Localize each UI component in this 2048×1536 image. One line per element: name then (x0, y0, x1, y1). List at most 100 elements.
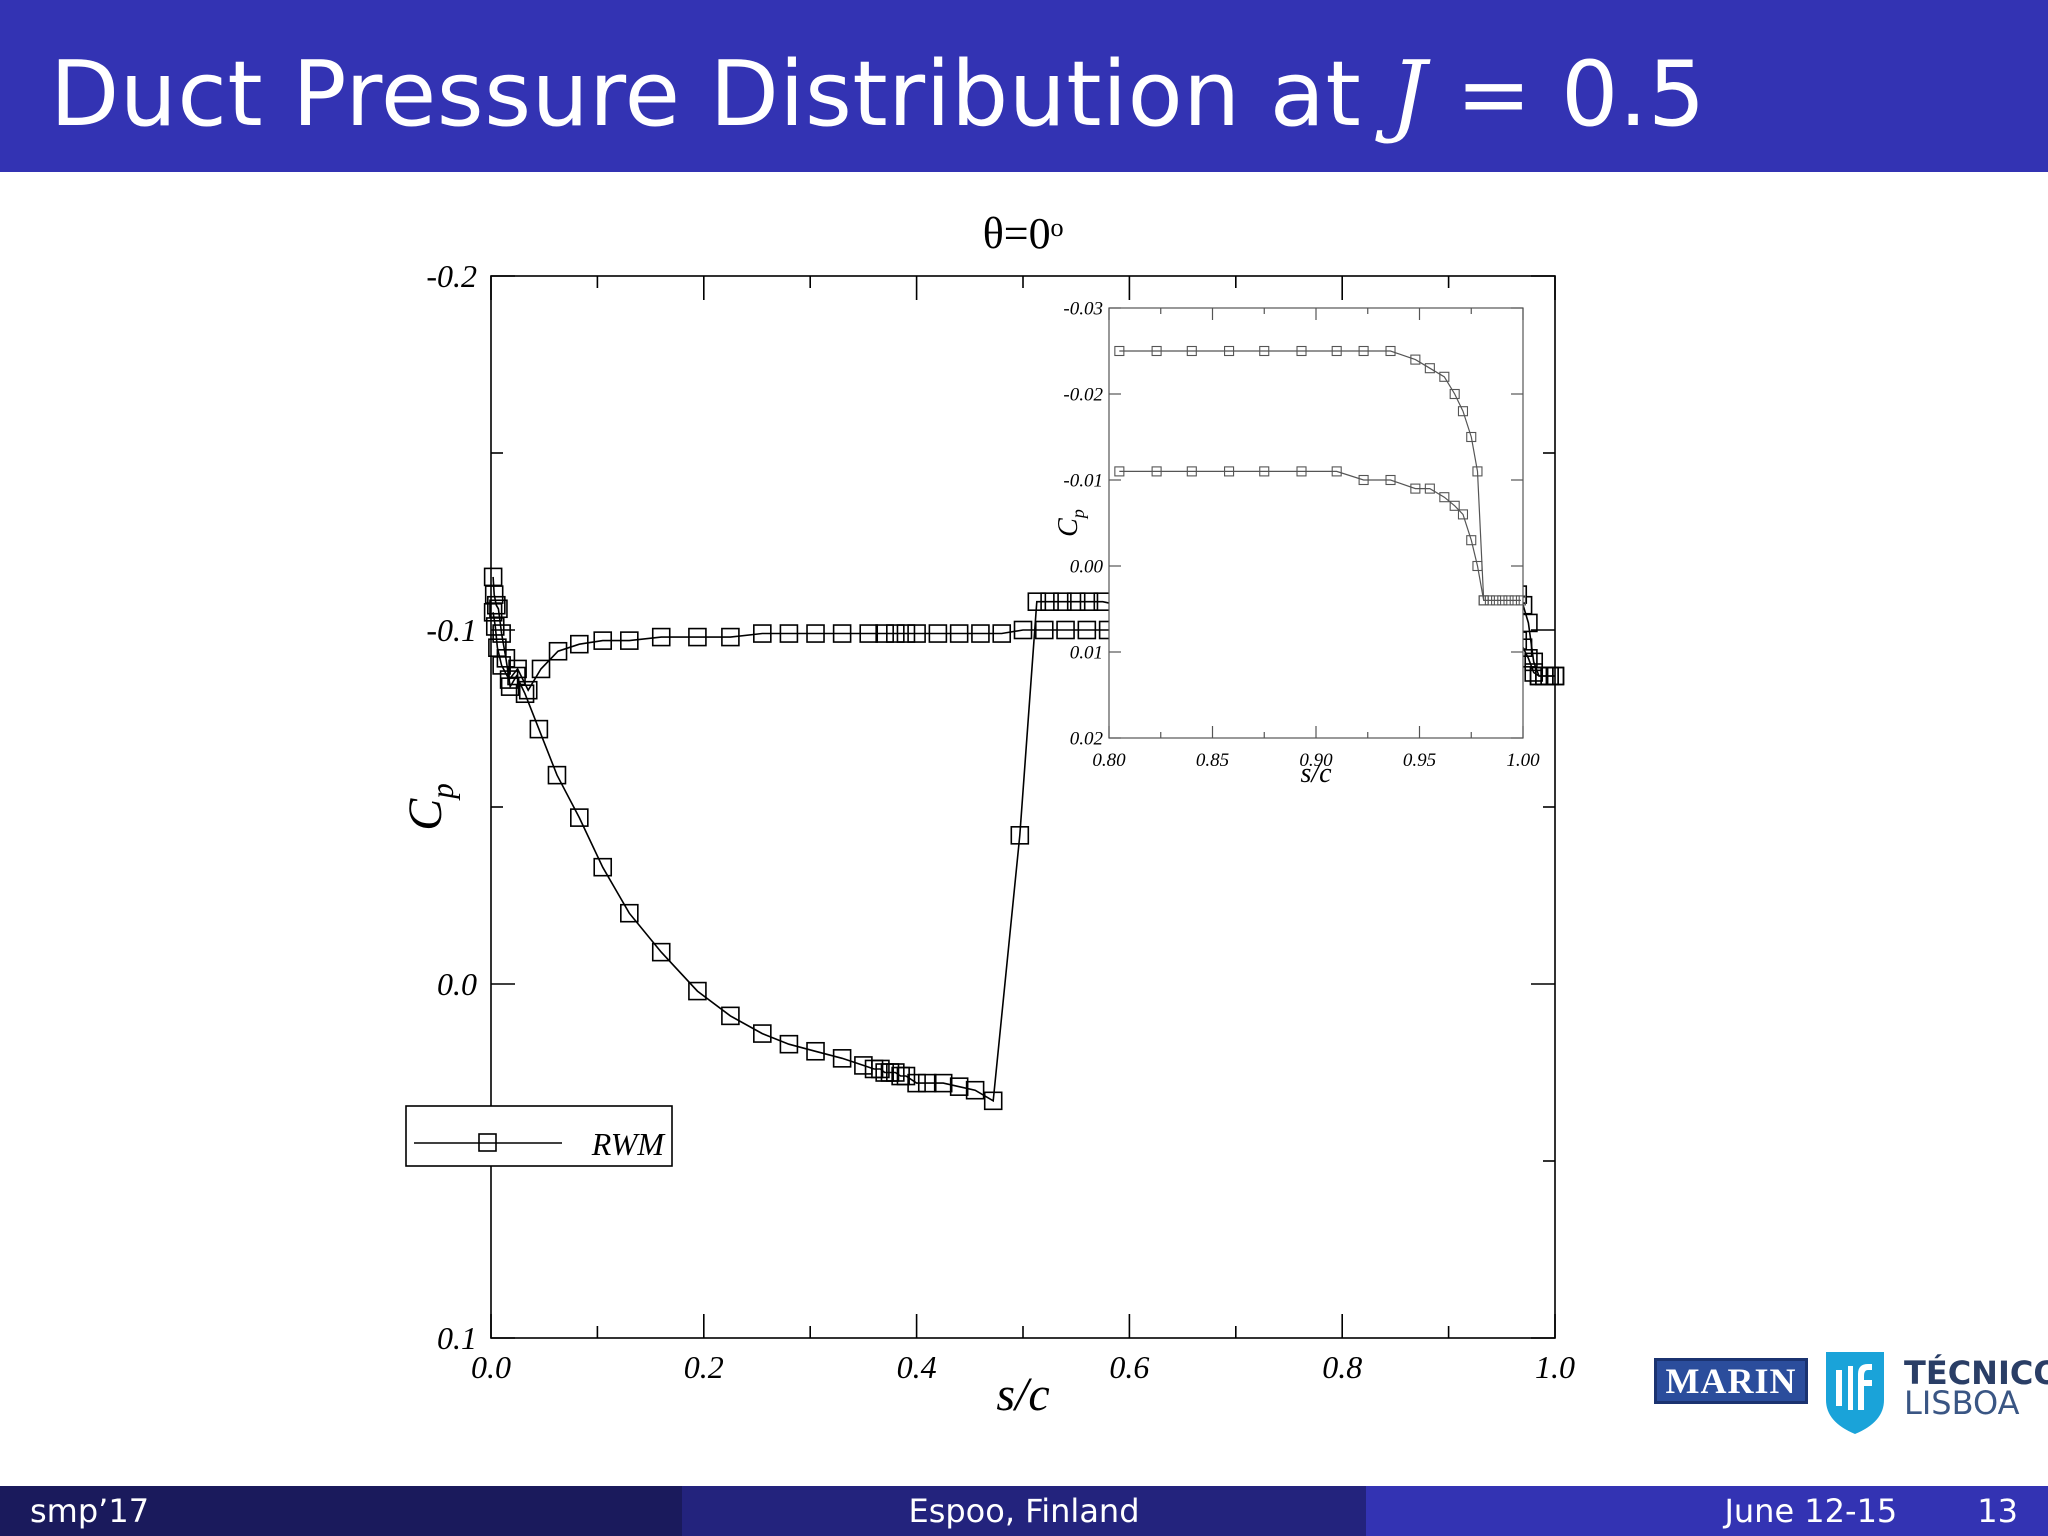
inset-series-0-pressure-side-marker (1503, 595, 1514, 606)
footer-location: Espoo, Finland (682, 1486, 1366, 1536)
series-0-suction-side-marker (620, 631, 639, 650)
inset-y-tick-label: -0.02 (1063, 385, 1103, 406)
inset-series-0-pressure-side-marker (1424, 483, 1435, 494)
inset-y-tick-label: 0.01 (1070, 643, 1103, 664)
series-0-suction-side-marker (1524, 663, 1544, 682)
inset-x-tick-label: 0.85 (1196, 750, 1229, 771)
inset-series-1-pressure-side-marker (1296, 345, 1307, 357)
footer-conference: smp’17 (0, 1486, 682, 1536)
series-0-suction-side-marker (1077, 620, 1097, 640)
inset-series-0-pressure-side-marker (1439, 492, 1450, 503)
series-0-pressure-side-marker (779, 1034, 799, 1054)
series-0-pressure-side-marker (1053, 592, 1072, 611)
tecnico-lisboa-logo: TÉCNICO LISBOA (1904, 1357, 2048, 1422)
y-tick-label: 0.0 (437, 966, 477, 1002)
inset-series-0-pressure-side-marker (1509, 595, 1520, 606)
inset-x-tick-label: 0.80 (1092, 750, 1126, 771)
series-0-pressure-side-marker (832, 1049, 852, 1068)
inset-y-tick-label: 0.00 (1070, 557, 1104, 578)
series-0-suction-side-marker (485, 617, 505, 636)
inset-series-0-pressure-side-marker (1449, 500, 1460, 511)
legend-label: RWM (591, 1126, 667, 1162)
inset-series-0-pressure-side-marker (1224, 466, 1235, 477)
inset-series-1-pressure-side-marker (1358, 345, 1369, 357)
series-0-suction-side-marker (779, 624, 799, 643)
series-0-suction-side-marker (531, 659, 551, 679)
ist-shield-icon (1826, 1352, 1884, 1434)
series-0-suction-side-marker (651, 627, 671, 647)
series-0-pressure-side-marker (949, 1077, 969, 1096)
series-0-pressure-side-marker (806, 1041, 825, 1061)
inset-series-1-pressure-side-marker (1224, 345, 1235, 357)
x-axis-title: s/c (996, 1368, 1049, 1421)
series-0-suction-side-marker (1013, 620, 1033, 640)
inset-series-0-pressure-side-marker (1385, 474, 1396, 486)
series-0-pressure-side-marker (1066, 592, 1086, 611)
y-tick-label: 0.1 (437, 1320, 477, 1356)
inset-series-1-pressure-side-line (1119, 350, 1485, 601)
inset-series-0-pressure-side-marker (1497, 595, 1508, 606)
series-0-suction-side-marker (483, 602, 503, 622)
inset-series-1-pressure-side-marker (1186, 345, 1197, 357)
series-0-pressure-side-marker (753, 1024, 772, 1043)
series-0-pressure-side-marker (886, 1063, 905, 1082)
lisboa-text: LISBOA (1904, 1384, 2020, 1422)
legend-box (405, 1105, 673, 1167)
inset-x-tick-label: 0.95 (1403, 750, 1436, 771)
inset-series-1-pressure-side-marker (1410, 354, 1421, 365)
series-0-suction-side-marker (1545, 666, 1565, 686)
inset-series-0-pressure-side-marker (1491, 595, 1502, 606)
inset-x-axis-title: s/c (1300, 758, 1332, 789)
inset-y-tick-label: 0.02 (1070, 729, 1104, 750)
title-prefix: Duct Pressure Distribution at (50, 42, 1391, 147)
marin-logo: MARIN (1654, 1358, 1808, 1404)
inset-series-1-pressure-side-marker (1457, 406, 1469, 417)
series-0-pressure-side-marker (1040, 592, 1059, 611)
inset-series-1-pressure-side-marker (1466, 431, 1477, 443)
y-tick-label: -0.2 (426, 258, 477, 294)
series-0-suction-side-marker (492, 656, 511, 675)
series-0-pressure-side-marker (651, 942, 671, 962)
logos: MARIN TÉCNICO LISBOA (1652, 1348, 2048, 1448)
inset-series-0-pressure-side-marker (1358, 474, 1369, 486)
series-0-suction-side-marker (928, 624, 948, 643)
pressure-chart: 0.0 0.2 0.4 0.6 0.8 1.0-0.2-0.10.00.1s/cCpθ=0… (399, 209, 1575, 1421)
inset-series-0-pressure-side-marker (1151, 466, 1162, 477)
series-0-suction-side-marker (721, 627, 740, 647)
inset-background (1109, 308, 1523, 738)
inset-y-tick-label: -0.03 (1063, 299, 1103, 320)
series-0-pressure-side-marker (933, 1073, 953, 1093)
series-0-pressure-side-marker (721, 1006, 740, 1026)
inset-series-1-pressure-side-marker (1439, 371, 1450, 382)
inset-series-0-pressure-side-marker (1515, 595, 1526, 606)
x-tick-label: 0.4 (897, 1349, 937, 1385)
series-0-pressure-side-marker (1027, 592, 1047, 611)
series-0-pressure-side-marker (917, 1073, 937, 1093)
title-variable: J (1390, 42, 1427, 147)
series-0-suction-side-marker (593, 631, 613, 650)
series-0-suction-side-marker (1056, 620, 1075, 640)
inset-series-1-pressure-side-marker (1331, 345, 1342, 357)
title-suffix: = 0.5 (1426, 42, 1706, 147)
inset-x-tick-label: 0.90 (1299, 750, 1333, 771)
inset-series-1-pressure-side-marker (1424, 363, 1435, 374)
inset-y-axis-title: Cp (1053, 509, 1088, 537)
series-0-pressure-side-marker (1079, 592, 1099, 611)
inset-series-1-pressure-side-marker (1478, 595, 1489, 606)
series-0-pressure-side-marker (983, 1091, 1003, 1111)
inset-series-1-pressure-side-marker (1114, 345, 1125, 357)
footer-right: June 12-15 13 (1366, 1486, 2048, 1536)
series-0-pressure-side-marker (547, 765, 567, 785)
series-0-pressure-side-marker (896, 1066, 916, 1086)
series-0-pressure-side-marker (529, 719, 549, 739)
series-0-suction-side-marker (832, 624, 852, 643)
series-0-suction-side-marker (896, 624, 916, 643)
series-0-suction-side-marker (806, 624, 825, 643)
series-0-pressure-side-marker (570, 808, 589, 827)
series-0-suction-side-marker (518, 680, 538, 700)
series-0-pressure-side-marker (907, 1073, 926, 1093)
x-tick-label: 0.8 (1322, 1349, 1362, 1385)
inset-series-0-pressure-side-marker (1331, 466, 1342, 477)
inset-x-tick-label: 1.00 (1506, 750, 1540, 771)
series-0-suction-side-marker (949, 624, 969, 643)
